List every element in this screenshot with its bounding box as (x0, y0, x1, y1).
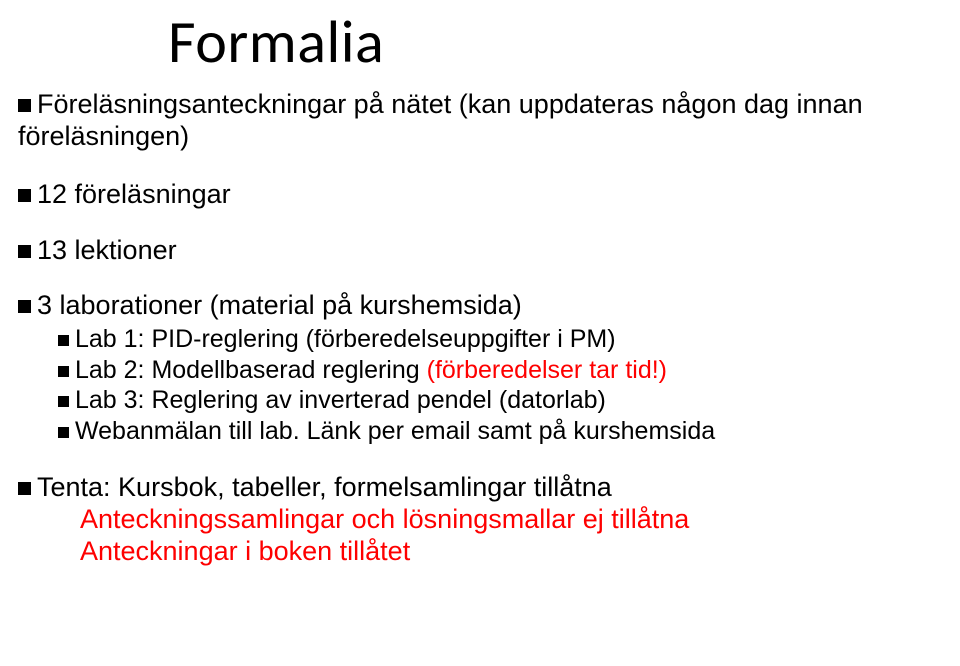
note-text-red: Anteckningar i boken tillåtet (80, 536, 410, 566)
sub-item-text: Lab 3: Reglering av inverterad pendel (d… (75, 386, 606, 414)
item-note: Anteckningssamlingar och lösningsmallar … (80, 504, 942, 568)
sub-list-item: Lab 3: Reglering av inverterad pendel (d… (58, 385, 942, 416)
square-bullet-icon (58, 335, 69, 346)
sub-list-item: Lab 2: Modellbaserad reglering (förbered… (58, 355, 942, 386)
square-bullet-icon (58, 396, 69, 407)
square-bullet-icon (18, 482, 31, 495)
sub-item-text: Lab 2: Modellbaserad reglering (75, 356, 427, 384)
square-bullet-icon (18, 99, 31, 112)
square-bullet-icon (58, 427, 69, 438)
sub-item-text-red: (förberedelser tar tid!) (427, 356, 667, 384)
square-bullet-icon (18, 300, 31, 313)
list-item: Tenta: Kursbok, tabeller, formelsamlinga… (18, 472, 942, 568)
note-text-red: Anteckningssamlingar och lösningsmallar … (80, 504, 689, 534)
sub-item-text: Lab 1: PID-reglering (förberedelseuppgif… (75, 325, 616, 353)
list-item: 13 lektioner (18, 235, 942, 267)
square-bullet-icon (18, 189, 31, 202)
square-bullet-icon (18, 245, 31, 258)
slide-title: Formalia (168, 6, 942, 79)
item-text: Föreläsningsanteckningar på nätet (kan u… (37, 89, 863, 119)
sub-item-text: Webanmälan till lab. Länk per email samt… (75, 417, 715, 445)
list-item: 12 föreläsningar (18, 179, 942, 211)
square-bullet-icon (58, 366, 69, 377)
sub-list-item: Webanmälan till lab. Länk per email samt… (58, 416, 942, 447)
sub-list-item: Lab 1: PID-reglering (förberedelseuppgif… (58, 324, 942, 355)
item-text: 3 laborationer (material på kurshemsida) (37, 290, 522, 320)
item-text-cont: föreläsningen) (18, 121, 189, 151)
item-text: 12 föreläsningar (37, 179, 231, 209)
sub-list: Lab 1: PID-reglering (förberedelseuppgif… (58, 324, 942, 446)
list-item: Föreläsningsanteckningar på nätet (kan u… (18, 89, 942, 153)
slide: Formalia Föreläsningsanteckningar på nät… (0, 0, 960, 666)
list-item: 3 laborationer (material på kurshemsida)… (18, 290, 942, 446)
bullet-list: Föreläsningsanteckningar på nätet (kan u… (18, 89, 942, 568)
item-text: Tenta: Kursbok, tabeller, formelsamlinga… (37, 472, 612, 502)
item-text: 13 lektioner (37, 235, 177, 265)
